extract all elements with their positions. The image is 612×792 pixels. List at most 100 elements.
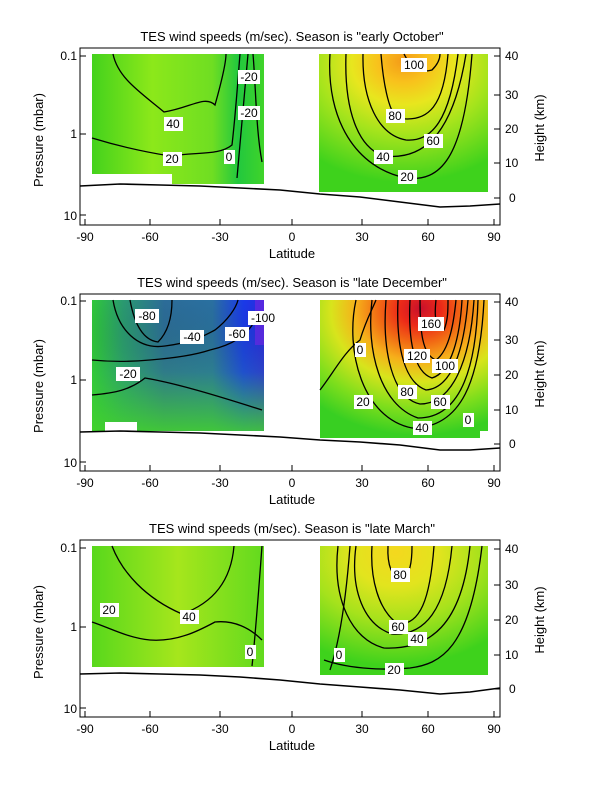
- axis-ticks: [80, 55, 500, 225]
- x-tick-label: 60: [421, 230, 435, 244]
- contour-label: 40: [376, 150, 390, 164]
- x-tick-label: 0: [289, 476, 296, 490]
- contour-label: 60: [391, 620, 405, 634]
- x-tick-label: 0: [289, 722, 296, 736]
- y-tick-label: 1: [70, 373, 77, 387]
- y-tick-label: 40: [505, 295, 519, 309]
- contour-label: 100: [404, 58, 424, 72]
- x-tick-label: -30: [211, 230, 229, 244]
- data-region-south: [92, 546, 264, 667]
- contour-label: -100: [251, 311, 275, 325]
- y-tick-label: 10: [505, 156, 519, 170]
- contour-label: 20: [356, 395, 370, 409]
- contour-label: 20: [102, 603, 116, 617]
- x-axis-label: Latitude: [269, 492, 315, 507]
- x-tick-label: -90: [76, 476, 94, 490]
- axis-ticks: [80, 547, 500, 717]
- x-tick-label: 90: [487, 476, 501, 490]
- x-tick-label: -30: [211, 476, 229, 490]
- y-tick-label: 30: [505, 578, 519, 592]
- data-region-south-shade: [92, 300, 264, 431]
- x-tick-label: -90: [76, 722, 94, 736]
- contour-label: 80: [393, 568, 407, 582]
- y-tick-label: 0: [509, 191, 516, 205]
- x-tick-labels: -90 -60 -30 0 30 60 90: [76, 722, 501, 736]
- x-axis-label: Latitude: [269, 738, 315, 753]
- y-tick-label: 10: [64, 456, 78, 470]
- y-tick-labels-left: 0.1 1 10: [60, 49, 77, 223]
- y-tick-label: 1: [70, 127, 77, 141]
- plot-frame: [79, 47, 501, 226]
- contour-label: 80: [400, 385, 414, 399]
- y-tick-labels-right: 40 30 20 10 0: [505, 295, 519, 451]
- contour-label: 100: [435, 359, 455, 373]
- y-tick-label: 0.1: [60, 294, 77, 308]
- y-axis-label-right: Height (km): [532, 586, 547, 653]
- y-tick-label: 20: [505, 613, 519, 627]
- y-tick-label: 40: [505, 49, 519, 63]
- contour-label: 0: [226, 150, 233, 164]
- x-tick-label: 60: [421, 476, 435, 490]
- y-tick-labels-right: 40 30 20 10 0: [505, 49, 519, 205]
- y-axis-label: Pressure (mbar): [31, 585, 46, 679]
- x-tick-labels: -90 -60 -30 0 30 60 90: [76, 476, 501, 490]
- contour-label: -60: [228, 327, 246, 341]
- y-tick-label: 1: [70, 620, 77, 634]
- contour-label: -20: [119, 367, 137, 381]
- surface-pressure-line: [79, 183, 501, 208]
- y-tick-label: 20: [505, 122, 519, 136]
- x-axis-label: Latitude: [269, 246, 315, 261]
- contour-label: 60: [433, 395, 447, 409]
- contour-label: 0: [465, 413, 472, 427]
- surface-pressure-line: [79, 672, 501, 695]
- y-tick-labels-right: 40 30 20 10 0: [505, 542, 519, 696]
- x-tick-label: -60: [141, 722, 159, 736]
- contour-label: 120: [407, 349, 427, 363]
- data-region-south-gap: [105, 422, 137, 432]
- contour-label: -80: [138, 309, 156, 323]
- x-tick-label: 0: [289, 230, 296, 244]
- x-tick-label: 90: [487, 722, 501, 736]
- contour-label: 0: [336, 648, 343, 662]
- contour-label: 0: [247, 645, 254, 659]
- contour-label: 20: [400, 170, 414, 184]
- contour-label: 20: [165, 152, 179, 166]
- contour-label: 40: [166, 117, 180, 131]
- x-tick-label: -90: [76, 230, 94, 244]
- x-tick-label: -60: [141, 476, 159, 490]
- y-tick-label: 0: [509, 682, 516, 696]
- y-tick-label: 30: [505, 88, 519, 102]
- y-tick-label: 0.1: [60, 49, 77, 63]
- plot-frame: [79, 539, 501, 718]
- data-region-south-gap: [92, 174, 172, 186]
- y-tick-labels-left: 0.1 1 10: [60, 294, 77, 470]
- y-axis-label-right: Height (km): [532, 340, 547, 407]
- plot-frame: [79, 293, 501, 472]
- contour-label: -40: [183, 330, 201, 344]
- axis-ticks: [80, 300, 500, 471]
- contour-label: 60: [426, 134, 440, 148]
- y-tick-label: 10: [64, 209, 78, 223]
- data-region-north-gap: [320, 676, 388, 684]
- x-tick-label: -30: [211, 722, 229, 736]
- y-axis-label: Pressure (mbar): [31, 339, 46, 433]
- y-tick-label: 10: [505, 648, 519, 662]
- x-tick-label: 30: [355, 722, 369, 736]
- y-axis-label: Pressure (mbar): [31, 93, 46, 187]
- panel-early-october: TES wind speeds (m/sec). Season is "earl…: [31, 29, 547, 261]
- y-tick-label: 10: [64, 702, 78, 716]
- surface-pressure-line: [79, 430, 501, 451]
- data-region-north-gap: [480, 431, 488, 439]
- contour-labels: 20 40 0 80 60 40 0 20: [100, 568, 427, 677]
- x-tick-labels: -90 -60 -30 0 30 60 90: [76, 230, 501, 244]
- contour-label: 80: [388, 109, 402, 123]
- contour-label: 0: [357, 343, 364, 357]
- y-tick-label: 30: [505, 333, 519, 347]
- data-region-north-gap: [319, 192, 411, 200]
- x-tick-label: 30: [355, 230, 369, 244]
- contour-labels: -80 -40 -60 -100 -20 0 160 120 100 80 60…: [116, 309, 474, 435]
- panel-title: TES wind speeds (m/sec). Season is "earl…: [140, 29, 444, 44]
- contour-label: -20: [240, 106, 258, 120]
- contour-label: 40: [410, 632, 424, 646]
